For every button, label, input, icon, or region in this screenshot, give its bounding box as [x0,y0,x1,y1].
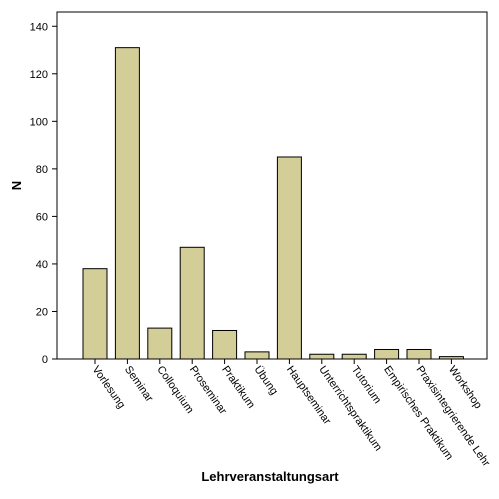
bar-übung [244,351,270,360]
bar-empirisches-praktikum [374,348,400,360]
y-tick-label: 100 [30,116,48,128]
y-tick-label: 0 [42,354,48,366]
y-axis-title: N [9,181,24,190]
bar-hauptseminar [276,156,302,360]
bar-unterrichtspraktikum [309,353,335,360]
y-tick-label: 80 [36,164,48,176]
x-axis-title: Lehrveranstaltungsart [201,469,339,484]
plot-frame [56,11,488,360]
y-tick-label: 60 [36,211,48,223]
bar-praxisintegrierende-lehr [406,348,432,360]
bars [82,47,464,360]
bar-workshop [438,356,464,360]
y-tick-label: 140 [30,21,48,33]
bar-tutorium [341,353,367,360]
bar-praktikum [212,329,238,360]
bar-proseminar [179,246,205,360]
y-tick-label: 120 [30,69,48,81]
y-tick-label: 20 [36,306,48,318]
y-tick-label: 40 [36,259,48,271]
y-axis-ticks: 0 20 40 60 80 100 120 140 [30,21,57,366]
bar-seminar [114,47,140,360]
bar-vorlesung [82,268,108,360]
bar-colloquium [147,327,173,360]
